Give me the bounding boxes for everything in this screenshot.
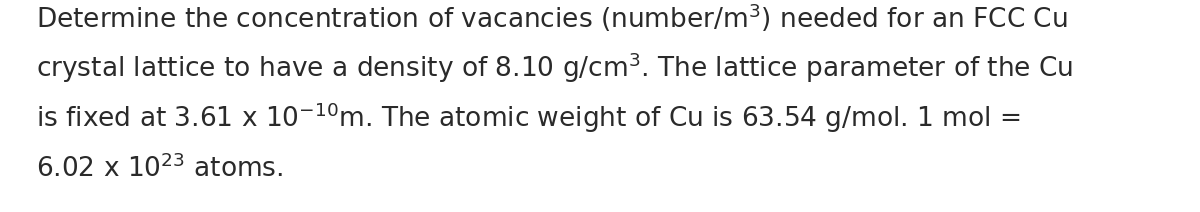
Text: 6.02 x 10$^{23}$ atoms.: 6.02 x 10$^{23}$ atoms.: [36, 155, 283, 183]
Text: Determine the concentration of vacancies (number/m$^{3}$) needed for an FCC Cu: Determine the concentration of vacancies…: [36, 1, 1068, 33]
Text: crystal lattice to have a density of 8.10 g/cm$^{3}$. The lattice parameter of t: crystal lattice to have a density of 8.1…: [36, 51, 1073, 85]
Text: is fixed at 3.61 x 10$^{-10}$m. The atomic weight of Cu is 63.54 g/mol. 1 mol =: is fixed at 3.61 x 10$^{-10}$m. The atom…: [36, 101, 1020, 135]
